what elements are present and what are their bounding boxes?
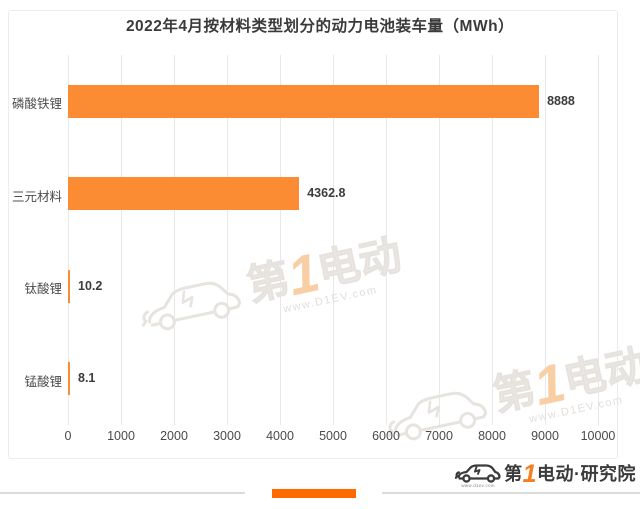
x-tick-label: 2000 — [160, 429, 188, 443]
gridline — [174, 55, 175, 425]
bar — [68, 84, 540, 118]
gridline — [68, 55, 69, 425]
bar — [68, 269, 70, 303]
footer-divider-right — [382, 492, 640, 494]
footer-divider-left — [0, 492, 245, 494]
logo-org: 研究院 — [580, 464, 636, 485]
chart-title: 2022年4月按材料类型划分的动力电池装车量（MWh） — [125, 18, 515, 35]
gridline — [598, 55, 599, 425]
gridline — [280, 55, 281, 425]
gridline — [545, 55, 546, 425]
value-label: 8.1 — [78, 371, 96, 386]
category-label: 磷酸铁锂 — [11, 97, 62, 112]
logo-car: www.d1ev.com — [455, 458, 501, 489]
logo-url: www.d1ev.com — [461, 483, 495, 488]
x-tick-label: 0 — [64, 429, 72, 443]
chart-card-frame — [8, 10, 618, 459]
x-tick-label: 10000 — [580, 429, 616, 443]
bar — [68, 362, 70, 396]
gridline — [227, 55, 228, 425]
footer-divider-orange-block — [272, 489, 356, 498]
gridline — [386, 55, 387, 425]
d1ev-research-logo: www.d1ev.com 第1电动·研究院 — [455, 458, 636, 489]
plot-area — [68, 55, 599, 425]
logo-dot: · — [574, 464, 581, 485]
x-tick-label: 5000 — [319, 429, 347, 443]
category-label: 钛酸锂 — [24, 282, 62, 297]
logo-char: 电动 — [537, 464, 574, 485]
gridline — [492, 55, 493, 425]
value-label: 8888 — [547, 93, 575, 108]
gridline — [439, 55, 440, 425]
value-label: 10.2 — [78, 278, 103, 293]
gridline — [333, 55, 334, 425]
gridline — [121, 55, 122, 425]
logo-one: 1 — [522, 460, 537, 489]
category-label: 三元材料 — [11, 189, 62, 204]
x-tick-label: 9000 — [531, 429, 559, 443]
bar — [68, 177, 300, 211]
value-label: 4362.8 — [307, 186, 346, 201]
x-tick-label: 3000 — [213, 429, 241, 443]
x-tick-label: 4000 — [266, 429, 294, 443]
car-outline-icon — [455, 464, 501, 483]
logo-char: 第 — [504, 464, 523, 485]
logo-text: 第1电动·研究院 — [504, 460, 636, 489]
x-tick-label: 1000 — [107, 429, 135, 443]
category-label: 锰酸锂 — [24, 374, 62, 389]
